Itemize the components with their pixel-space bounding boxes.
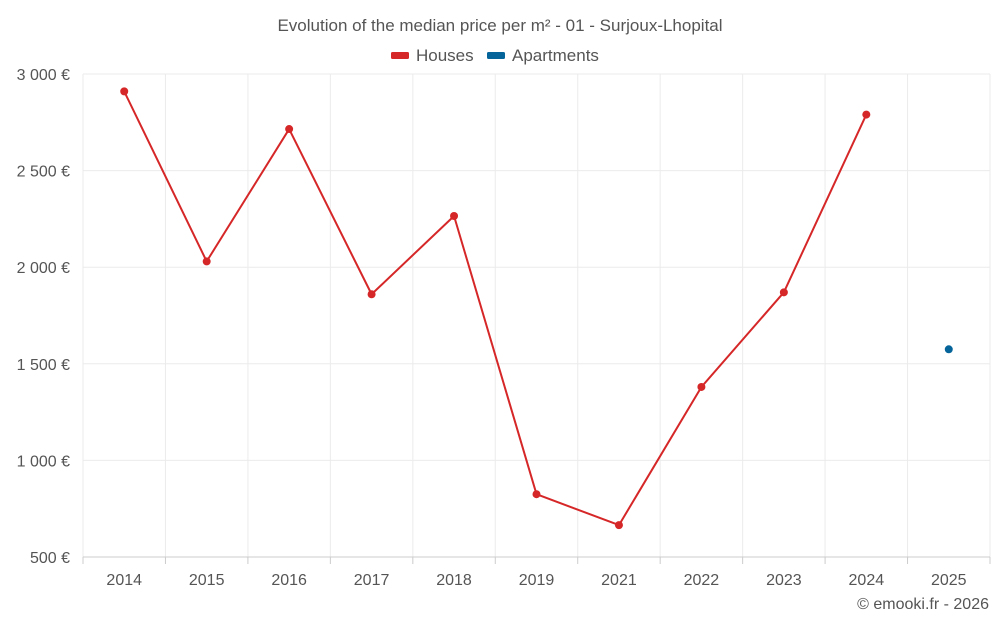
series-layer — [120, 87, 953, 530]
x-tick-label: 2019 — [519, 572, 555, 589]
y-tick-label: 500 € — [30, 550, 70, 567]
y-tick-label: 2 000 € — [17, 260, 70, 277]
x-tick-label: 2015 — [189, 572, 225, 589]
data-point-houses — [285, 125, 294, 134]
data-point-houses — [367, 290, 376, 299]
axes: 500 € 1 000 € 1 500 € 2 000 € 2 500 € 3 000 €… — [17, 67, 991, 589]
grid-lines — [82, 73, 991, 558]
data-point-apartments — [944, 345, 953, 354]
legend-label-apartments: Apartments — [512, 46, 599, 65]
data-point-houses — [202, 257, 211, 266]
y-tick-label: 3 000 € — [17, 67, 70, 84]
data-point-houses — [532, 490, 541, 499]
data-point-houses — [614, 521, 623, 530]
x-tick-label: 2024 — [849, 572, 885, 589]
x-tick-label: 2023 — [766, 572, 802, 589]
y-tick-label: 1 000 € — [17, 453, 70, 470]
x-tick-label: 2025 — [931, 572, 967, 589]
data-point-houses — [450, 212, 459, 221]
x-tick-label: 2014 — [106, 572, 142, 589]
data-point-houses — [779, 288, 788, 297]
credit-text: © emooki.fr - 2026 — [857, 596, 989, 613]
legend-swatch-houses — [391, 52, 409, 59]
series-line-houses — [123, 90, 868, 527]
data-point-houses — [862, 110, 871, 119]
x-tick-label: 2018 — [436, 572, 472, 589]
x-tick-label: 2022 — [684, 572, 720, 589]
legend: Houses Apartments — [391, 46, 599, 65]
data-point-houses — [120, 87, 129, 96]
x-tick-label: 2016 — [271, 572, 307, 589]
y-tick-label: 2 500 € — [17, 164, 70, 181]
legend-label-houses: Houses — [416, 46, 474, 65]
data-point-houses — [697, 382, 706, 391]
chart-title: Evolution of the median price per m² - 0… — [277, 16, 722, 35]
x-tick-label: 2017 — [354, 572, 390, 589]
legend-swatch-apartments — [487, 52, 505, 59]
y-tick-label: 1 500 € — [17, 357, 70, 374]
x-tick-label: 2021 — [601, 572, 637, 589]
